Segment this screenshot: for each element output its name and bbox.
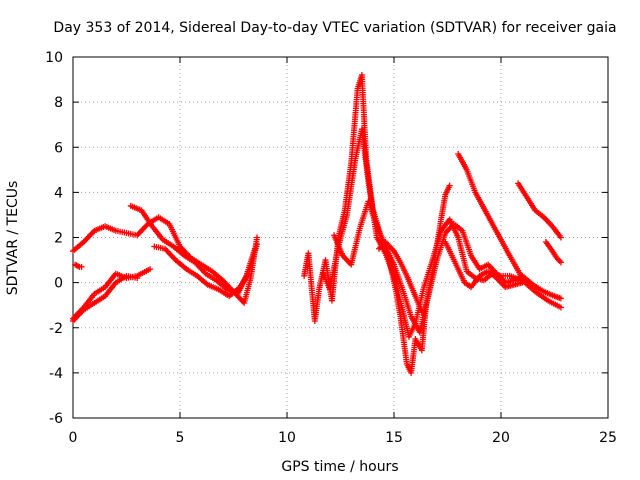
data-point	[446, 182, 453, 189]
y-tick-label: -4	[49, 366, 63, 382]
y-tick-label: -2	[49, 321, 63, 337]
data-point	[254, 241, 261, 248]
series-track-f	[72, 261, 85, 270]
data-point	[519, 275, 526, 282]
series-track-k	[442, 239, 526, 291]
series-track-e	[151, 241, 261, 300]
y-axis-label: SDTVAR / TECUs	[5, 181, 21, 296]
plot-area	[70, 72, 564, 376]
axes	[72, 56, 609, 419]
series-track-l	[455, 151, 526, 282]
y-tick-label: 4	[54, 185, 63, 201]
data-point	[557, 295, 564, 302]
series-track-j	[376, 239, 425, 315]
data-point	[557, 259, 564, 266]
series-track-i	[331, 198, 564, 336]
x-axis-label: GPS time / hours	[281, 459, 398, 475]
chart-title: Day 353 of 2014, Sidereal Day-to-day VTE…	[53, 20, 616, 36]
data-point	[557, 304, 564, 311]
y-tick-label: -6	[49, 411, 63, 427]
data-point	[254, 234, 261, 241]
y-tick-label: 8	[54, 95, 63, 111]
data-point	[557, 234, 564, 241]
y-tick-label: 6	[54, 140, 63, 156]
x-tick-label: 15	[385, 430, 403, 446]
series-track-m	[515, 180, 564, 241]
y-tick-label: 0	[54, 276, 63, 292]
data-point	[134, 275, 141, 282]
series-track-d	[127, 202, 258, 297]
series-track-c	[70, 272, 141, 324]
x-tick-label: 5	[176, 430, 185, 446]
data-point	[78, 263, 85, 270]
y-tick-label: 10	[45, 50, 63, 66]
data-point	[147, 266, 154, 273]
data-point	[418, 308, 425, 315]
x-tick-label: 0	[69, 430, 78, 446]
y-tick-label: 2	[54, 231, 63, 247]
series-track-n	[542, 239, 564, 266]
x-tick-label: 10	[278, 430, 296, 446]
x-tick-label: 25	[599, 430, 617, 446]
tick-labels: 0 5 10 15 20 25 -6 -4 -2 0 2 4 6 8 10	[45, 50, 617, 446]
x-tick-label: 20	[492, 430, 510, 446]
